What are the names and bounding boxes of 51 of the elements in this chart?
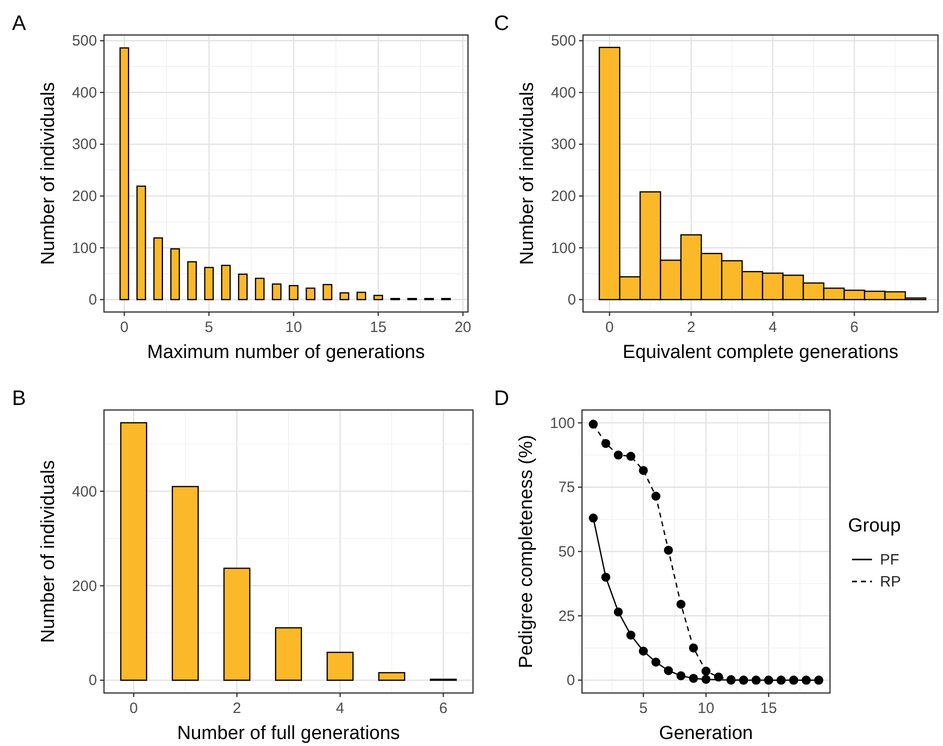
y-tick-label: 100 — [550, 414, 575, 432]
legend-label: RP — [880, 574, 901, 590]
y-tick-label: 0 — [566, 672, 575, 690]
x-axis-title: Generation — [658, 723, 754, 744]
x-tick-label: 2 — [232, 700, 242, 717]
x-tick-label: 0 — [130, 700, 138, 717]
y-tick-label: 400 — [72, 483, 97, 500]
y-tick-label: 50 — [558, 544, 575, 560]
chart-title: B — [12, 387, 26, 410]
x-tick-label: 10 — [698, 700, 714, 717]
chart-title: D — [494, 387, 510, 410]
x-tick-label: 0 — [605, 319, 614, 336]
legend-label: PF — [880, 552, 900, 568]
y-tick-label: 500 — [550, 32, 576, 50]
y-tick-label: 500 — [72, 32, 97, 50]
x-axis-title: Maximum number of generations — [147, 342, 425, 363]
x-tick-label: 10 — [285, 319, 302, 336]
y-tick-label: 400 — [72, 84, 97, 102]
y-tick-label: 400 — [550, 84, 576, 102]
y-tick-label: 300 — [550, 136, 576, 154]
y-tick-label: 0 — [88, 292, 97, 309]
x-axis-title: Equivalent complete generations — [622, 342, 898, 363]
y-tick-label: 25 — [558, 608, 575, 625]
y-axis-title: Number of individuals — [517, 82, 538, 265]
chart-title: A — [12, 12, 26, 35]
x-tick-label: 5 — [204, 319, 214, 336]
y-tick-label: 75 — [558, 479, 575, 496]
y-axis-title: Number of individuals — [38, 460, 59, 643]
y-tick-label: 200 — [72, 578, 97, 595]
x-tick-label: 15 — [760, 700, 777, 717]
y-tick-label: 100 — [550, 240, 576, 257]
legend-title: Group — [848, 516, 901, 536]
y-axis-title: Number of individuals — [38, 82, 59, 265]
x-tick-label: 6 — [439, 700, 448, 717]
x-tick-label: 5 — [639, 700, 648, 717]
x-tick-label: 20 — [454, 319, 472, 336]
y-tick-label: 100 — [72, 240, 97, 257]
y-tick-label: 0 — [568, 292, 576, 309]
x-tick-label: 0 — [120, 319, 128, 336]
chart-title: C — [494, 12, 510, 35]
x-axis-title: Number of full generations — [177, 723, 400, 744]
y-axis-title: Pedigree completeness (%) — [516, 434, 537, 668]
x-tick-label: 4 — [768, 319, 777, 336]
y-tick-label: 0 — [88, 672, 97, 690]
y-tick-label: 300 — [72, 136, 97, 154]
x-tick-label: 4 — [336, 700, 344, 717]
y-tick-label: 200 — [550, 188, 576, 206]
x-tick-label: 2 — [686, 319, 696, 336]
x-tick-label: 6 — [850, 319, 859, 336]
x-tick-label: 15 — [370, 319, 387, 336]
y-tick-label: 200 — [72, 188, 97, 206]
